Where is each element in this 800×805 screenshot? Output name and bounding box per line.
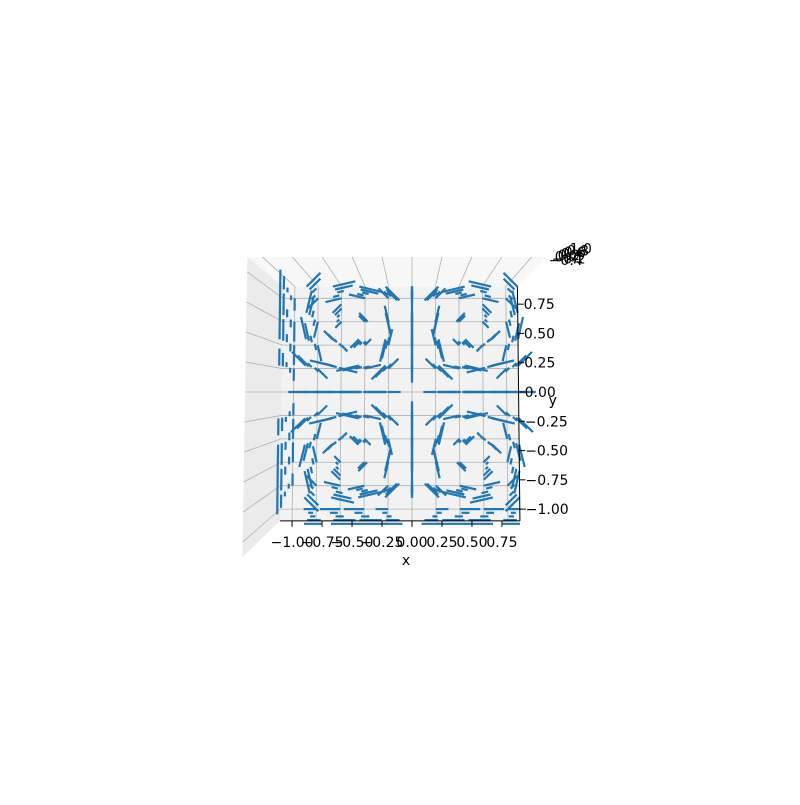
y-tick-label: 0.75 xyxy=(524,297,555,313)
back-pane-y xyxy=(247,257,546,287)
z-tick-label: 1.0 xyxy=(570,242,592,258)
quiver-arrow xyxy=(312,311,314,318)
quiver-arrow xyxy=(454,366,460,367)
y-axis-title: y xyxy=(549,393,557,409)
quiver-arrow xyxy=(356,489,363,491)
y-tick-label: −0.25 xyxy=(525,414,568,430)
quiver-arrow xyxy=(480,291,487,293)
quiver-arrow xyxy=(362,292,369,294)
quiver-arrow xyxy=(336,492,343,494)
quiver-arrow xyxy=(485,295,491,297)
quiver-arrow xyxy=(455,292,462,294)
x-axis-title: x xyxy=(402,553,410,569)
y-tick-label: 0.50 xyxy=(524,326,555,342)
quiver-arrow xyxy=(332,487,338,489)
quiver-arrow xyxy=(363,416,369,417)
x-tick-label: 0.25 xyxy=(426,535,457,551)
y-tick-label: 0.25 xyxy=(524,356,555,372)
quiver-arrow xyxy=(509,434,511,440)
quiver-arrow xyxy=(510,458,511,464)
quiver-arrow xyxy=(435,440,437,446)
quiver-arrow xyxy=(314,434,316,440)
quiver-arrow xyxy=(333,295,339,297)
pane-layer xyxy=(242,257,546,557)
x-tick-label: 0.00 xyxy=(396,535,427,551)
y-tick-label: −0.50 xyxy=(525,444,568,460)
quiver-arrow xyxy=(456,490,463,492)
quiver-arrow xyxy=(482,492,489,494)
quiver-arrow xyxy=(312,458,313,464)
quiver-arrow xyxy=(314,320,316,326)
quiver-arrow xyxy=(510,311,512,318)
quiver-arrow xyxy=(337,291,344,293)
quiver-arrow xyxy=(311,467,313,474)
quiver-arrow xyxy=(388,440,390,446)
quiver-arrow xyxy=(310,336,312,343)
quiver-arrow xyxy=(455,416,461,417)
x-tick-label: 0.50 xyxy=(456,535,487,551)
quiver-arrow xyxy=(512,467,514,474)
quiver-arrow xyxy=(357,294,363,296)
y-tick-label: −0.75 xyxy=(526,473,569,489)
quiver-arrow xyxy=(363,366,369,367)
quiver-arrow xyxy=(315,344,316,350)
quiver-arrow xyxy=(508,344,509,350)
y-tick-label: −1.00 xyxy=(526,502,569,518)
quiver-arrow xyxy=(460,294,466,296)
quiver-arrow xyxy=(461,489,468,491)
x-tick-label: 0.75 xyxy=(486,535,517,551)
quiver-arrow xyxy=(512,336,514,343)
quiver-arrow xyxy=(509,320,511,326)
quiver-arrow xyxy=(361,490,368,492)
quiver-arrow xyxy=(486,487,492,489)
